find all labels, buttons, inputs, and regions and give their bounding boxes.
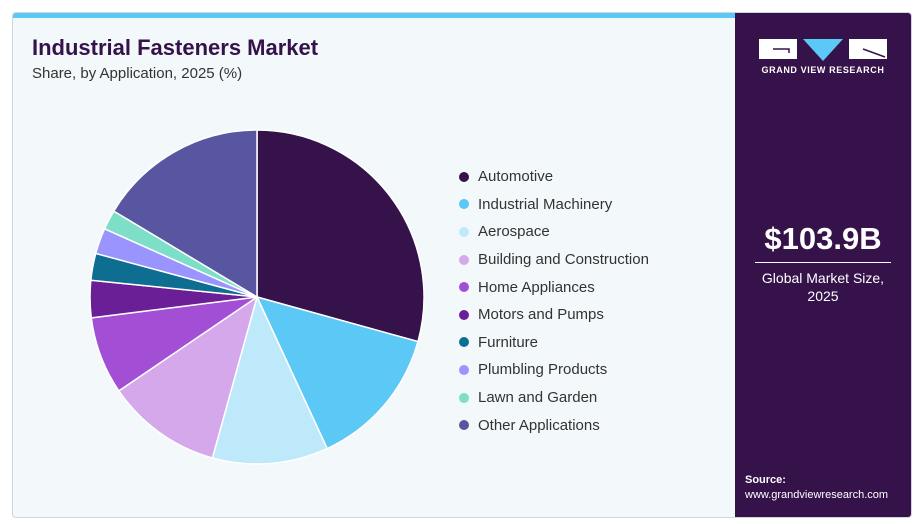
legend-swatch-icon [459,226,469,237]
legend-item: Other Applications [459,411,649,439]
legend-label: Automotive [478,168,554,186]
pie-chart [89,129,425,465]
source-url[interactable]: www.grandviewresearch.com [745,489,889,501]
legend-label: Industrial Machinery [478,195,613,213]
legend-item: Motors and Pumps [459,301,649,329]
accent-bar [13,13,735,18]
pie-slice-automotive [256,129,425,343]
chart-subtitle: Share, by Application, 2025 (%) [32,65,243,82]
legend-item: Furniture [459,329,649,357]
brand-name: GRAND VIEW RESEARCH [761,65,885,75]
pie-slice-building-and-construction [117,295,259,459]
legend-label: Aerospace [478,223,550,241]
legend-swatch-icon [459,392,469,403]
pie-slice-industrial-machinery [255,295,419,450]
legend-swatch-icon [459,309,469,320]
legend-item: Building and Construction [459,246,649,274]
legend-swatch-icon [459,199,469,210]
legend-label: Home Appliances [478,278,595,296]
source: Source: www.grandviewresearch.com [745,473,888,503]
legend-swatch-icon [459,337,469,348]
side-panel: GRAND VIEW RESEARCH $103.9B Global Marke… [735,13,911,517]
chart-title: Industrial Fasteners Market [32,35,319,60]
legend-label: Building and Construction [478,251,649,269]
caption-line-2: 2025 [807,288,839,304]
market-size-value: $103.9B [764,221,882,256]
legend-swatch-icon [459,282,469,293]
legend-swatch-icon [459,420,469,431]
pie-slice-other-applications [112,129,258,299]
legend-item: Lawn and Garden [459,384,649,412]
source-label: Source: [745,474,786,486]
caption-line-1: Global Market Size, [761,270,885,286]
legend-label: Other Applications [478,416,600,434]
legend-swatch-icon [459,254,469,265]
legend-label: Lawn and Garden [478,389,598,407]
legend-label: Plumbling Products [478,361,608,379]
market-size-caption: Global Market Size, 2025 [735,269,911,305]
legend-item: Home Appliances [459,273,649,301]
divider [755,262,891,263]
chart-card: Industrial Fasteners Market Share, by Ap… [12,12,912,518]
legend-swatch-icon [459,171,469,182]
legend: Automotive Industrial Machinery Aerospace B… [459,163,649,439]
legend-item: Plumbling Products [459,356,649,384]
legend-item: Automotive [459,163,649,191]
pie-slice-aerospace [211,294,329,465]
legend-item: Aerospace [459,218,649,246]
gvr-logo-icon [759,39,887,61]
legend-item: Industrial Machinery [459,191,649,219]
legend-label: Furniture [478,333,539,351]
legend-swatch-icon [459,364,469,375]
legend-label: Motors and Pumps [478,306,604,324]
